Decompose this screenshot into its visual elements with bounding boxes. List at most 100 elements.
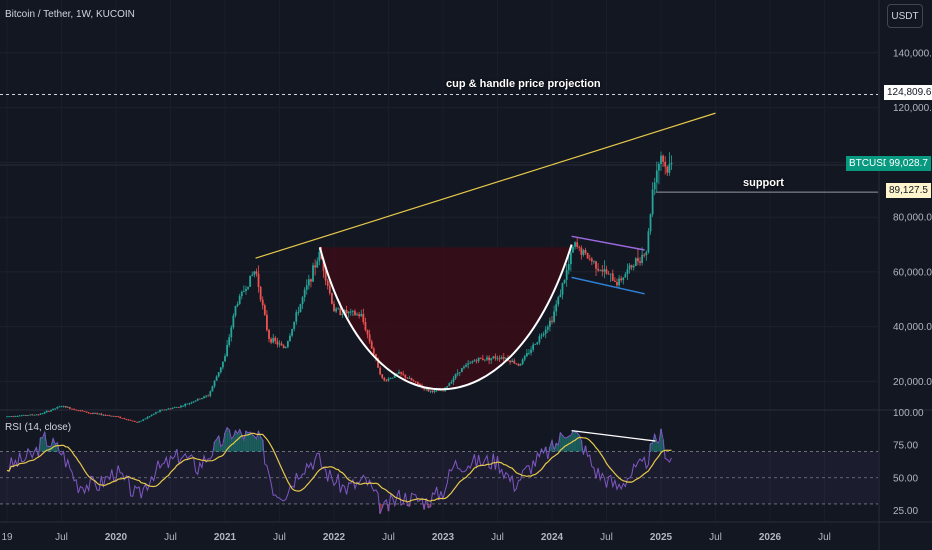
- candle-up: [318, 252, 321, 262]
- rsi-label: RSI (14, close): [5, 422, 72, 433]
- candle-up: [138, 421, 140, 423]
- candle-up: [228, 337, 231, 345]
- candle-down: [494, 356, 497, 359]
- candle-down: [513, 360, 516, 364]
- time-tick-label: 2026: [759, 532, 782, 543]
- candle-up: [140, 420, 143, 422]
- candle-down: [85, 411, 88, 413]
- candle-up: [523, 356, 526, 360]
- currency-button[interactable]: USDT: [887, 4, 923, 28]
- candle-up: [670, 162, 673, 165]
- candle-down: [108, 415, 111, 417]
- support-price-tag: 89,127.5: [886, 183, 931, 198]
- candle-down: [377, 358, 379, 368]
- candle-up: [337, 308, 340, 310]
- candle-up: [234, 306, 237, 316]
- candle-down: [125, 418, 128, 420]
- candle-down: [366, 330, 369, 335]
- candle-down: [419, 384, 421, 387]
- candle-down: [402, 373, 405, 375]
- candle-up: [171, 407, 174, 409]
- candle-up: [641, 254, 644, 263]
- candle-up: [538, 336, 541, 343]
- candle-up: [278, 343, 281, 345]
- candle-up: [39, 413, 42, 415]
- candle-up: [167, 408, 170, 410]
- candle-up: [458, 372, 461, 373]
- candle-up: [175, 407, 178, 408]
- candle-up: [157, 411, 159, 413]
- candle-down: [372, 348, 375, 354]
- candle-down: [475, 360, 478, 362]
- candle-up: [150, 414, 153, 417]
- candle-down: [607, 273, 610, 275]
- rsi-tick-label: 25.00: [893, 506, 918, 517]
- candle-up: [425, 388, 428, 390]
- projection-annotation: cup & handle price projection: [446, 78, 601, 90]
- candle-up: [360, 314, 363, 317]
- candle-down: [410, 378, 413, 381]
- candle-up: [188, 403, 191, 404]
- candle-up: [546, 326, 549, 330]
- price-tick-label: 20,000.0: [893, 377, 932, 388]
- candle-up: [242, 291, 245, 292]
- candle-up: [440, 390, 442, 391]
- price-tick-label: 120,000.0: [893, 103, 932, 114]
- candle-down: [664, 161, 667, 167]
- candle-down: [662, 155, 664, 162]
- rsi-tick-label: 75.00: [893, 441, 918, 452]
- candle-up: [10, 416, 13, 418]
- candle-down: [198, 398, 201, 400]
- candle-down: [24, 414, 27, 416]
- candle-up: [569, 252, 572, 265]
- candle-up: [504, 358, 507, 359]
- candle-up: [398, 371, 400, 374]
- candle-up: [618, 278, 620, 286]
- candle-up: [433, 390, 436, 392]
- candle-up: [180, 405, 182, 408]
- candle-down: [481, 358, 484, 360]
- candle-down: [89, 413, 92, 414]
- candle-up: [389, 378, 392, 379]
- candle-up: [43, 412, 46, 414]
- candle-up: [222, 361, 224, 368]
- candle-up: [351, 311, 354, 312]
- rsi-tick-label: 50.00: [893, 473, 918, 484]
- support-annotation: support: [743, 177, 784, 189]
- candle-down: [551, 320, 553, 322]
- candle-up: [289, 335, 291, 342]
- candle-down: [584, 250, 587, 253]
- candle-up: [35, 414, 38, 416]
- candle-up: [253, 271, 256, 275]
- candle-up: [429, 390, 432, 392]
- candle-down: [381, 374, 384, 378]
- candle-down: [314, 265, 317, 268]
- candle-down: [576, 242, 579, 247]
- candle-up: [159, 410, 161, 412]
- candle-up: [561, 282, 564, 295]
- candle-up: [22, 414, 25, 416]
- candle-up: [232, 315, 235, 328]
- candle-down: [362, 314, 365, 322]
- candle-up: [347, 311, 350, 314]
- candle-up: [8, 416, 10, 418]
- candle-down: [498, 358, 501, 360]
- candle-up: [226, 344, 228, 357]
- candle-up: [391, 377, 394, 379]
- candle-down: [590, 258, 593, 262]
- time-tick-label: Jul: [382, 532, 395, 543]
- candle-down: [643, 254, 646, 256]
- candle-up: [393, 374, 396, 378]
- candle-up: [549, 320, 551, 327]
- candle-up: [668, 164, 671, 173]
- candle-up: [305, 285, 308, 290]
- candle-down: [580, 247, 583, 255]
- candle-up: [532, 344, 535, 350]
- candle-down: [616, 282, 618, 286]
- candle-down: [274, 337, 277, 342]
- candle-up: [295, 312, 298, 322]
- candle-up: [203, 396, 205, 398]
- candle-up: [653, 182, 656, 190]
- candle-down: [31, 414, 34, 416]
